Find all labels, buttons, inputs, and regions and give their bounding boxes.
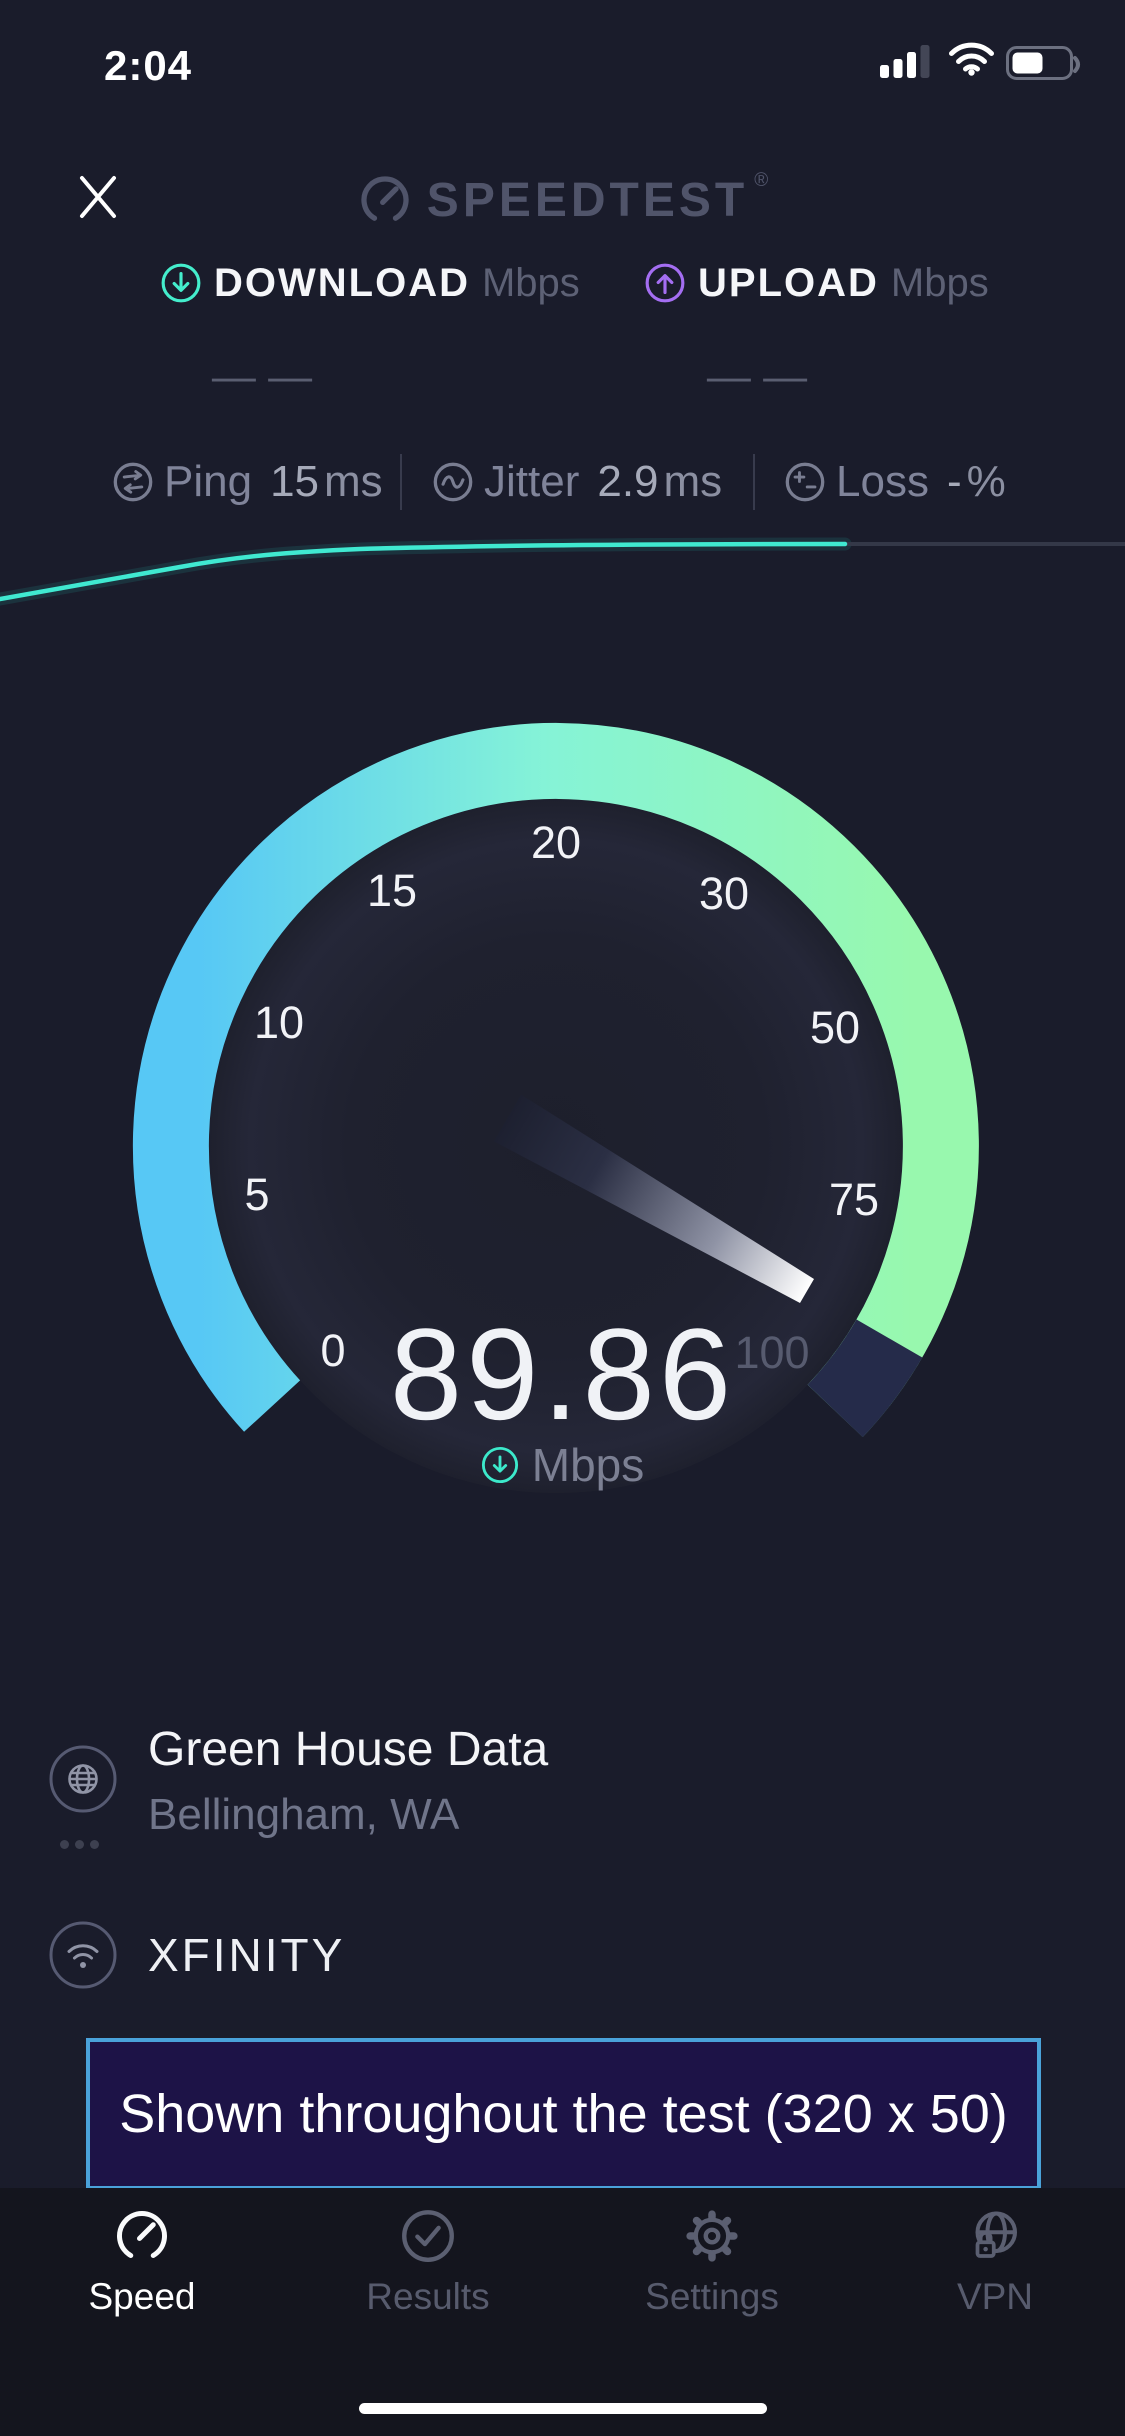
speed-tab-icon — [117, 2211, 167, 2258]
loss-stat: Loss - % — [784, 456, 1006, 508]
tab-bar — [0, 2188, 1125, 2436]
tab-settings[interactable]: Settings — [602, 2206, 822, 2318]
gauge-tick: 50 — [810, 1002, 860, 1053]
status-time: 2:04 — [103, 42, 193, 89]
battery-icon — [1006, 46, 1080, 80]
speed-graph-line — [0, 537, 1125, 606]
ping-label: Ping — [164, 457, 253, 506]
tab-settings-label: Settings — [645, 2276, 779, 2317]
close-button[interactable] — [70, 168, 130, 228]
jitter-label: Jitter — [484, 457, 580, 506]
speedtest-logo: SPEEDTEST ® — [0, 168, 1125, 232]
download-arrow-icon — [161, 263, 201, 303]
download-unit-icon — [481, 1446, 518, 1484]
tab-vpn[interactable]: VPN — [885, 2206, 1105, 2318]
loss-icon — [785, 462, 825, 502]
ping-unit: ms — [324, 457, 383, 506]
registered-mark: ® — [754, 170, 769, 191]
home-indicator[interactable] — [358, 2403, 767, 2414]
gauge-arc-progress — [132, 722, 979, 1437]
download-header: DOWNLOAD Mbps — [160, 258, 580, 308]
loss-unit: % — [966, 457, 1006, 506]
speed-gauge: 0 5 10 15 20 30 50 75 100 — [132, 722, 979, 1493]
gauge-tick-labels: 0 5 10 15 20 30 50 75 100 — [244, 817, 879, 1378]
cellular-signal-icon — [880, 45, 930, 78]
current-speed-unit: Mbps — [531, 1439, 645, 1491]
ping-stat: Ping 15 ms — [112, 456, 383, 508]
tab-vpn-label: VPN — [956, 2276, 1034, 2317]
tab-speed[interactable]: Speed — [32, 2206, 252, 2318]
loss-value: - — [946, 457, 962, 506]
server-location: Bellingham, WA — [148, 1790, 460, 1839]
download-value-placeholder: — — — [211, 352, 313, 401]
gauge-tick: 15 — [367, 865, 417, 916]
gauge-tick: 20 — [531, 817, 581, 868]
stat-divider — [400, 454, 402, 510]
upload-value-placeholder: — — — [706, 352, 808, 401]
tab-speed-label: Speed — [88, 2276, 196, 2317]
isp-name: XFINITY — [148, 1929, 346, 1981]
upload-header: UPLOAD Mbps — [644, 258, 989, 308]
gauge-tick: 5 — [244, 1169, 269, 1220]
wifi-connection-icon — [49, 1921, 117, 1989]
gauge-tick: 10 — [254, 997, 304, 1048]
tab-results[interactable]: Results — [318, 2206, 538, 2318]
gauge-tick-max: 100 — [734, 1327, 809, 1378]
globe-icon — [49, 1745, 117, 1813]
upload-unit: Mbps — [890, 260, 989, 305]
download-unit: Mbps — [481, 260, 580, 305]
jitter-stat: Jitter 2.9 ms — [432, 456, 722, 508]
gauge-tick: 30 — [699, 868, 749, 919]
settings-tab-icon — [686, 2210, 738, 2262]
close-icon — [80, 176, 116, 218]
more-dots-icon[interactable] — [60, 1840, 99, 1849]
download-label: DOWNLOAD — [214, 260, 470, 305]
gauge-arc-remainder — [807, 1318, 923, 1438]
loss-label: Loss — [836, 457, 929, 506]
gauge-needle — [494, 1094, 814, 1303]
results-tab-icon — [402, 2210, 454, 2262]
stat-divider — [753, 454, 755, 510]
wifi-status-icon — [949, 42, 994, 76]
current-speed-unit-row: Mbps — [0, 1438, 1125, 1492]
jitter-icon — [433, 462, 473, 502]
gauge-tick: 75 — [829, 1174, 879, 1225]
jitter-unit: ms — [663, 457, 723, 506]
gauge-tick: 0 — [320, 1325, 345, 1376]
jitter-value: 2.9 — [597, 457, 659, 506]
upload-arrow-icon — [645, 263, 685, 303]
ping-value: 15 — [270, 457, 320, 506]
ad-banner[interactable]: Shown throughout the test (320 x 50) — [86, 2038, 1041, 2190]
upload-label: UPLOAD — [698, 260, 879, 305]
server-name: Green House Data — [148, 1723, 549, 1776]
speedtest-logo-icon — [361, 176, 409, 221]
tab-results-label: Results — [366, 2276, 490, 2317]
ping-icon — [113, 462, 153, 502]
vpn-tab-icon — [975, 2211, 1017, 2258]
current-speed-value: 89.86 — [389, 1301, 736, 1447]
logo-text: SPEEDTEST — [426, 173, 749, 227]
ad-banner-text: Shown throughout the test (320 x 50) — [119, 2084, 1008, 2144]
